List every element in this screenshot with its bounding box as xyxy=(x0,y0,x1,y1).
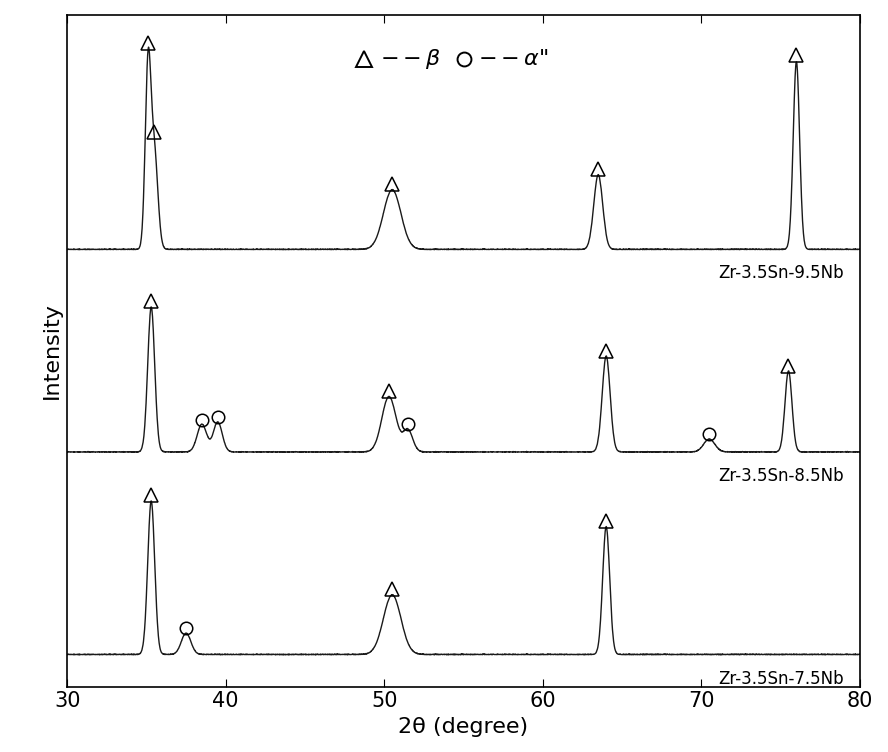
Text: $--\alpha$": $--\alpha$" xyxy=(478,49,549,68)
Y-axis label: Intensity: Intensity xyxy=(42,302,61,399)
Text: $--\beta$: $--\beta$ xyxy=(380,47,441,71)
Text: Zr-3.5Sn-9.5Nb: Zr-3.5Sn-9.5Nb xyxy=(718,265,844,283)
Text: Zr-3.5Sn-7.5Nb: Zr-3.5Sn-7.5Nb xyxy=(718,669,844,687)
X-axis label: 2θ (degree): 2θ (degree) xyxy=(399,717,528,737)
Text: Zr-3.5Sn-8.5Nb: Zr-3.5Sn-8.5Nb xyxy=(718,467,844,485)
